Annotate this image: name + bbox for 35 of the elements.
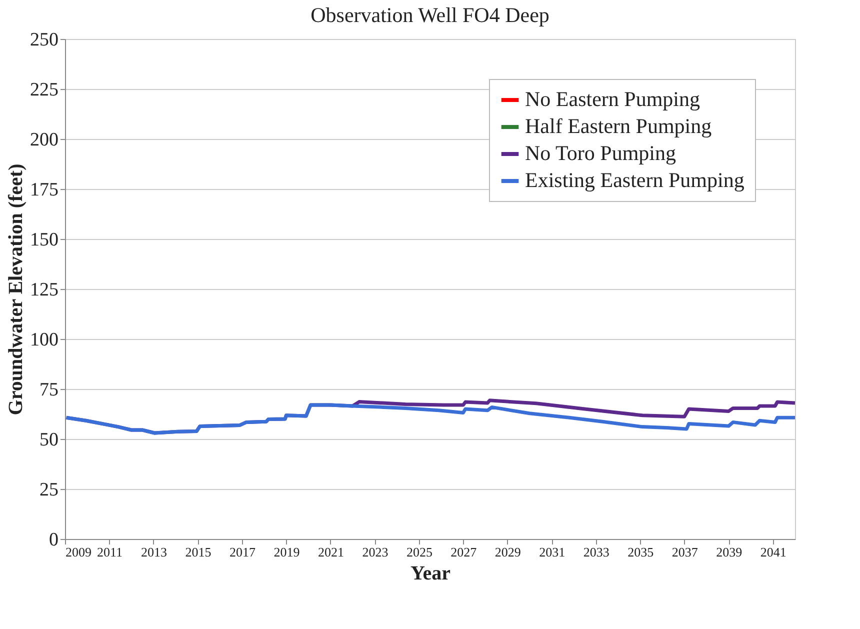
y-axis-title: Groundwater Elevation (feet): [5, 164, 27, 416]
x-axis-title: Year: [410, 562, 451, 584]
y-tick-label: 200: [30, 130, 58, 150]
x-tick-label: 2021: [318, 544, 344, 560]
x-tick-label: 2009: [66, 544, 92, 560]
x-tick-label: 2037: [672, 544, 698, 560]
x-tick-label: 2011: [96, 544, 123, 560]
x-tick-label: 2015: [185, 544, 212, 560]
y-tick-label: 175: [30, 180, 58, 200]
chart-title: Observation Well FO4 Deep: [310, 3, 550, 27]
x-tick-label: 2035: [628, 544, 654, 560]
y-tick-label: 50: [40, 430, 58, 450]
x-tick-label: 2029: [494, 544, 521, 560]
x-tick-label: 2025: [406, 544, 432, 560]
x-tick-label: 2017: [229, 544, 256, 560]
x-tick-label: 2041: [760, 544, 786, 560]
x-tick-label: 2023: [362, 544, 388, 560]
y-tick-label: 250: [30, 30, 58, 50]
x-tick-label: 2039: [716, 544, 742, 560]
y-tick-label: 225: [30, 80, 58, 100]
x-tick-label: 2031: [539, 544, 566, 560]
x-tick-label: 2033: [583, 544, 610, 560]
y-tick-label: 100: [30, 330, 58, 350]
x-tick-label: 2027: [450, 544, 478, 560]
y-tick-label: 150: [30, 230, 58, 250]
legend-label: No Toro Pumping: [525, 141, 676, 165]
y-tick-label: 0: [49, 530, 58, 550]
legend-label: No Eastern Pumping: [525, 87, 700, 111]
y-tick-label: 125: [30, 280, 58, 300]
legend-label: Half Eastern Pumping: [525, 114, 712, 138]
y-tick-label: 25: [40, 480, 58, 500]
x-tick-label: 2019: [274, 544, 300, 560]
y-tick-label: 75: [40, 380, 58, 400]
x-tick-label: 2013: [140, 544, 167, 560]
legend-label: Existing Eastern Pumping: [525, 168, 745, 192]
